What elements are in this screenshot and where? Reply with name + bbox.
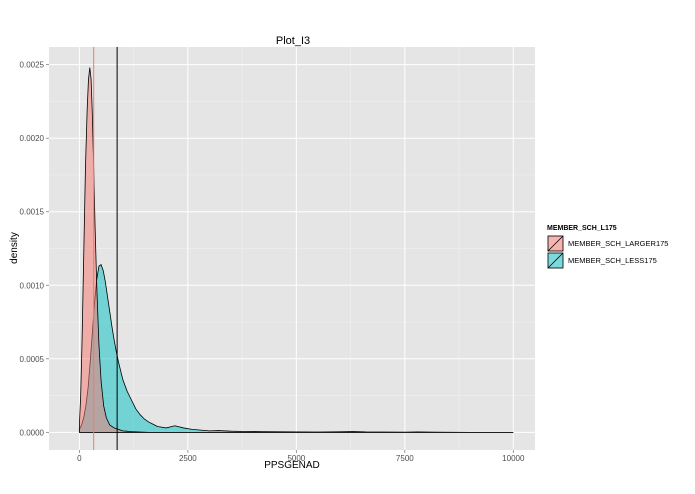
y-tick-label: 0.0005 (20, 355, 45, 364)
x-tick-label: 0 (77, 454, 82, 463)
density-area (78, 67, 514, 433)
x-axis: 0 2500 5000 7500 10000 (77, 450, 525, 463)
x-axis-title: PPSGENAD (264, 460, 320, 471)
minor-gridlines (49, 47, 535, 450)
reference-lines (93, 47, 118, 450)
x-tick-label: 10000 (502, 454, 525, 463)
y-axis-title: density (9, 232, 20, 264)
legend-label: MEMBER_SCH_LARGER175 (568, 239, 668, 248)
y-tick-label: 0.0025 (20, 61, 45, 70)
density-areas (78, 67, 514, 433)
x-tick-label: 7500 (396, 454, 414, 463)
y-tick-label: 0.0010 (20, 281, 45, 290)
y-tick-label: 0.0020 (20, 134, 45, 143)
legend-label: MEMBER_SCH_LESS175 (568, 256, 657, 265)
legend-title: MEMBER_SCH_L175 (547, 225, 617, 232)
y-tick-label: 0.0000 (20, 428, 45, 437)
legend: MEMBER_SCH_L175 MEMBER_SCH_LARGER175 MEMB… (546, 225, 668, 270)
legend-key-slash (547, 252, 564, 269)
y-axis: 0.0000 0.0005 0.0010 0.0015 0.0020 0.0025 (20, 61, 49, 437)
y-tick-label: 0.0015 (20, 208, 45, 217)
x-tick-label: 2500 (179, 454, 197, 463)
plot-title: Plot_I3 (276, 35, 310, 47)
x-tick-label: 5000 (287, 454, 305, 463)
legend-key-slash (547, 235, 564, 252)
